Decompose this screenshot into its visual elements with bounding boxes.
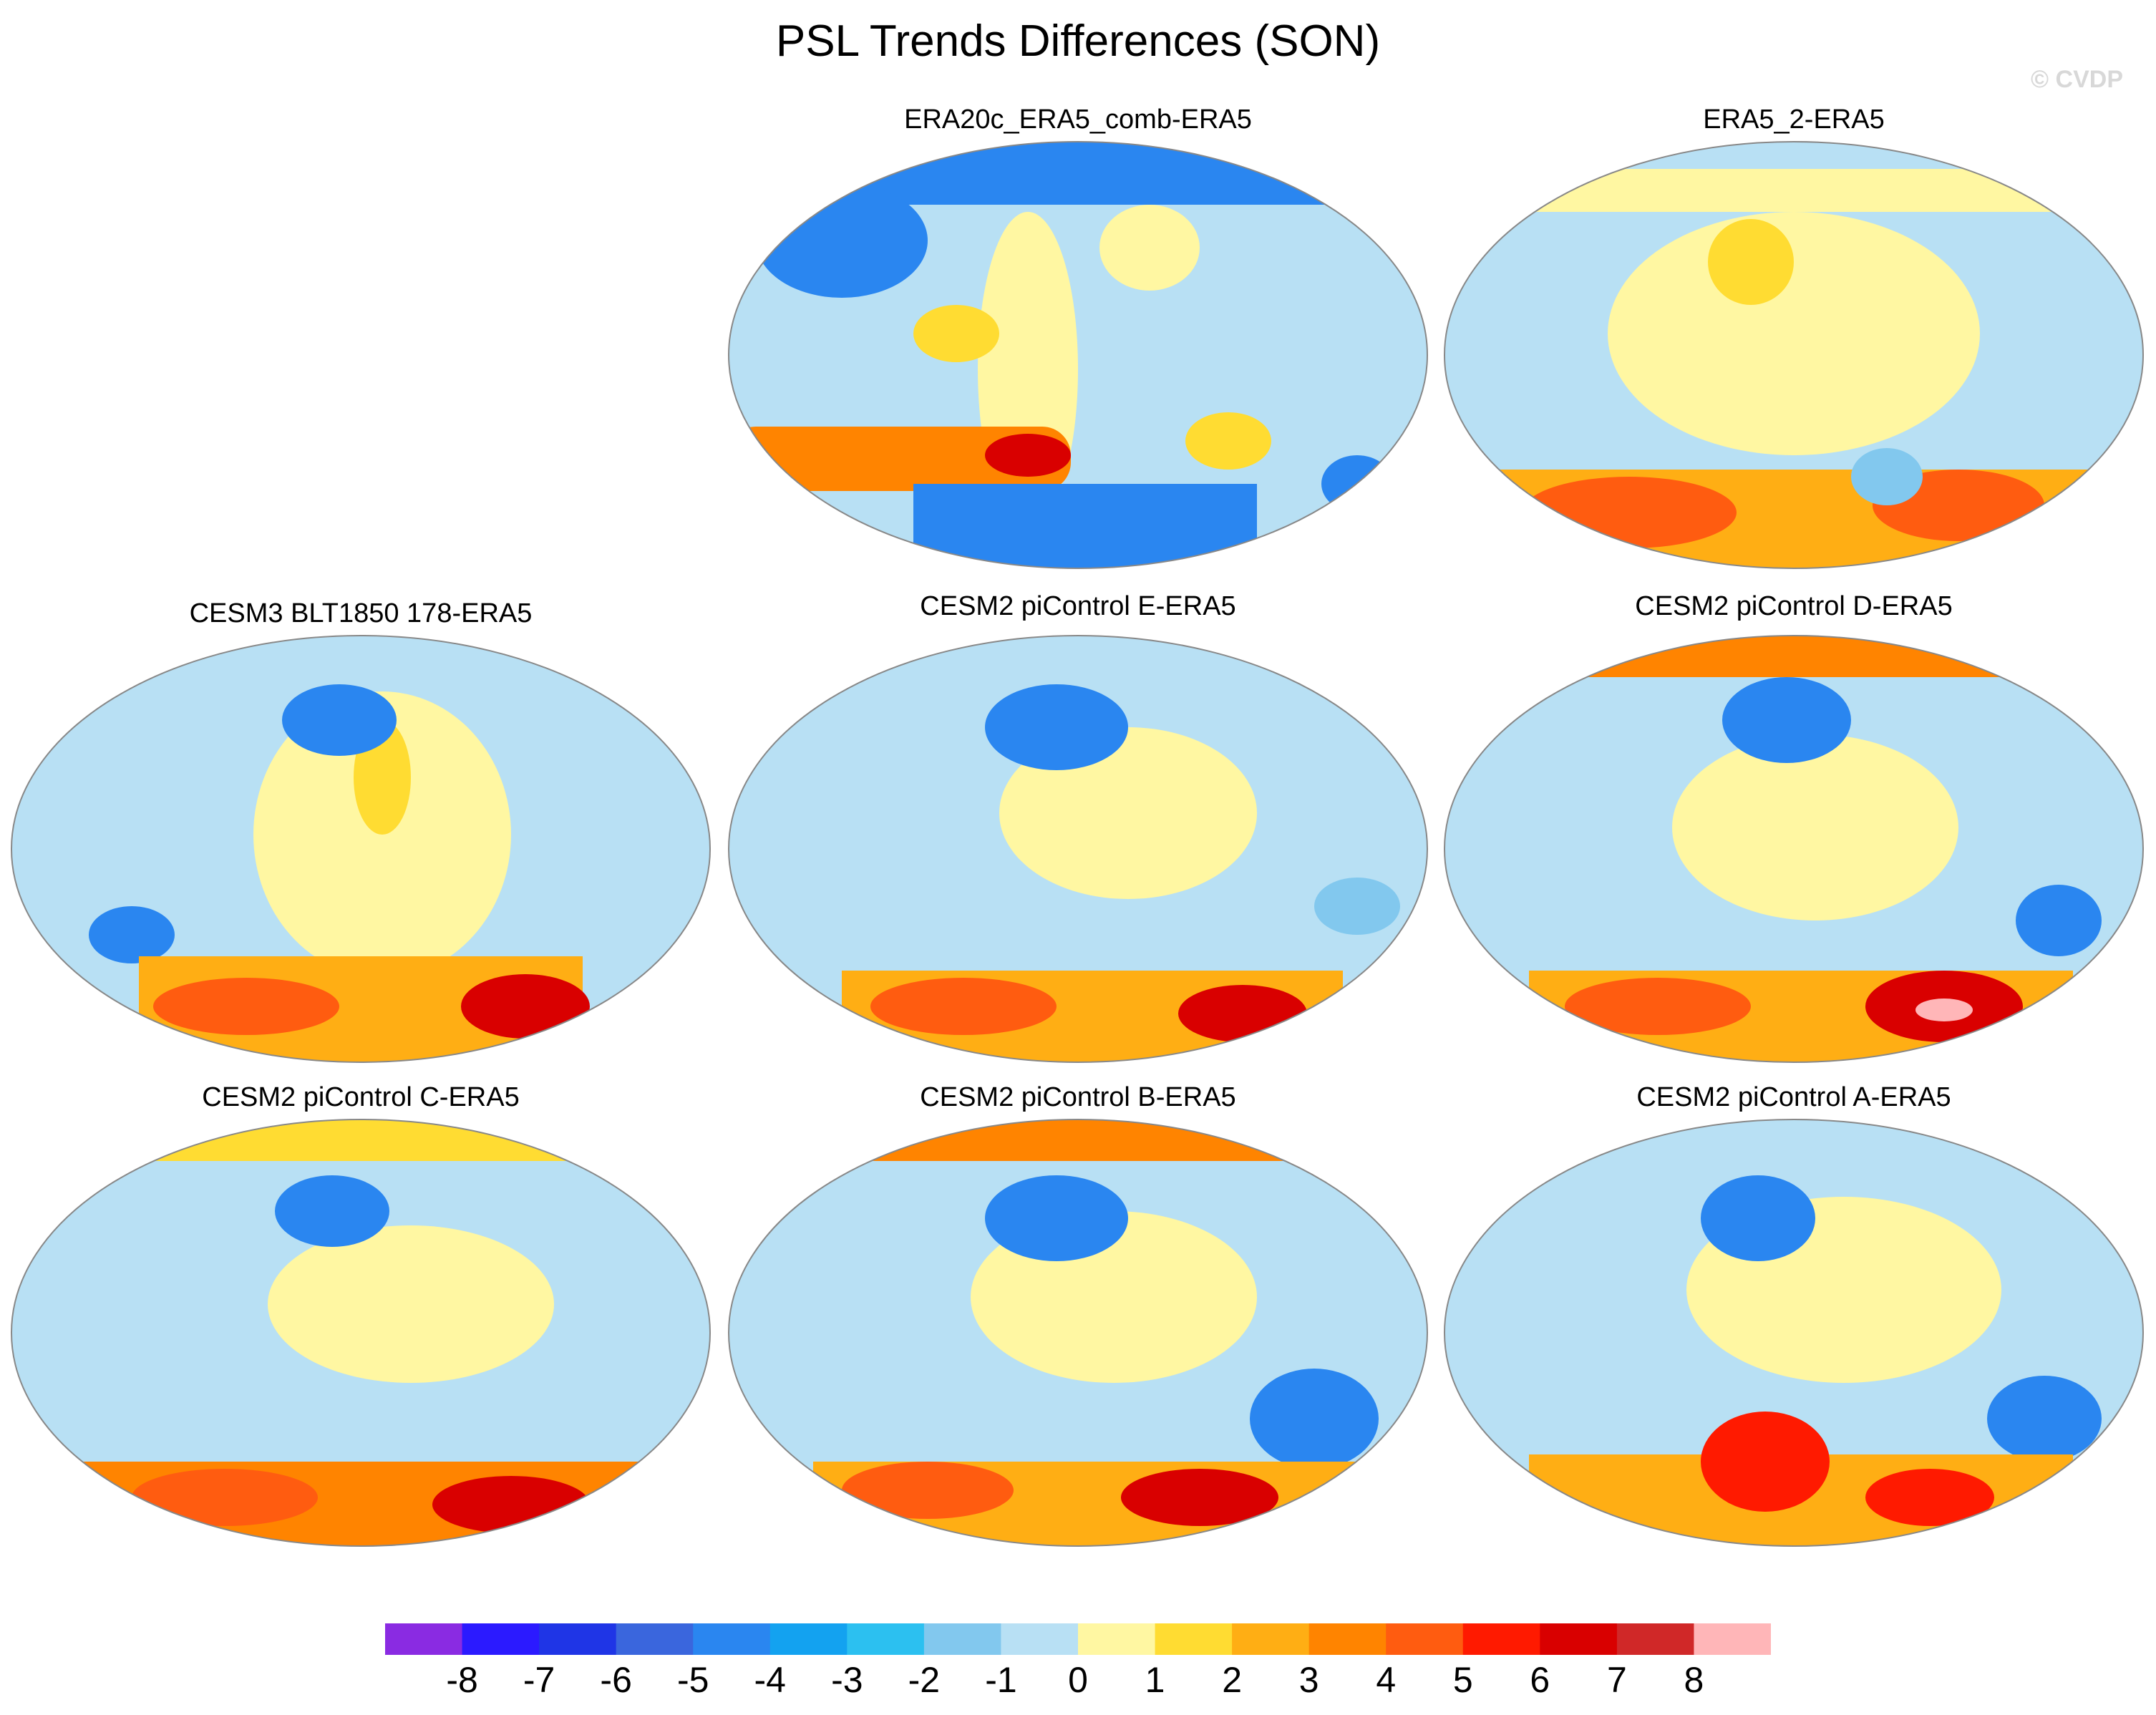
colorbar-box	[923, 1623, 1001, 1655]
panel-title-picontrol-e: CESM2 piControl E-ERA5	[920, 591, 1236, 621]
colorbar-tick-label: -1	[985, 1660, 1017, 1700]
colorbar-box	[1001, 1623, 1079, 1655]
panel-title-era5-2: ERA5_2-ERA5	[1703, 105, 1885, 135]
colorbar-box	[1540, 1623, 1618, 1655]
map-era20c	[727, 140, 1429, 570]
colorbar-tick-label: -8	[446, 1660, 478, 1700]
colorbar-tick-label: -5	[676, 1660, 709, 1700]
colorbar-box	[1694, 1623, 1771, 1655]
panel-title-picontrol-a: CESM2 piControl A-ERA5	[1636, 1082, 1951, 1112]
colorbar-tick-label: -3	[831, 1660, 863, 1700]
colorbar-tick-label: -4	[754, 1660, 786, 1700]
map-picontrol-e	[727, 634, 1429, 1064]
colorbar-tick-label: 6	[1530, 1660, 1550, 1700]
colorbar-tick-label: 2	[1222, 1660, 1243, 1700]
panel-title-era20c: ERA20c_ERA5_comb-ERA5	[904, 105, 1252, 135]
colorbar-tick-label: -6	[600, 1660, 632, 1700]
colorbar-tick-label: 8	[1684, 1660, 1704, 1700]
copyright-watermark: © CVDP	[2031, 66, 2123, 93]
colorbar-box	[1078, 1623, 1156, 1655]
colorbar-box	[693, 1623, 771, 1655]
map-picontrol-b	[727, 1118, 1429, 1548]
colorbar-box	[616, 1623, 694, 1655]
map-picontrol-d	[1443, 634, 2145, 1064]
map-cesm3	[10, 634, 712, 1064]
colorbar-box	[539, 1623, 617, 1655]
colorbar-box	[1308, 1623, 1387, 1655]
panel-title-cesm3: CESM3 BLT1850 178-ERA5	[189, 598, 533, 628]
map-era5-2	[1443, 140, 2145, 570]
panel-title-picontrol-b: CESM2 piControl B-ERA5	[920, 1082, 1236, 1112]
panel-title-picontrol-c: CESM2 piControl C-ERA5	[202, 1082, 520, 1112]
figure-title: PSL Trends Differences (SON)	[775, 16, 1381, 66]
colorbar-tick-label: 1	[1145, 1660, 1165, 1700]
colorbar-box	[847, 1623, 925, 1655]
colorbar-tick-label: 5	[1452, 1660, 1473, 1700]
colorbar-box	[1462, 1623, 1540, 1655]
map-picontrol-a	[1443, 1118, 2145, 1548]
colorbar-tick-label: 0	[1068, 1660, 1088, 1700]
colorbar-tick-label: 4	[1376, 1660, 1397, 1700]
colorbar-box	[385, 1623, 463, 1655]
colorbar-box	[462, 1623, 540, 1655]
colorbar-tick-label: -2	[908, 1660, 941, 1700]
colorbar-tick-label: 3	[1298, 1660, 1319, 1700]
colorbar-box	[1232, 1623, 1310, 1655]
colorbar-box	[1386, 1623, 1464, 1655]
colorbar-box	[1155, 1623, 1233, 1655]
colorbar-tick-label: -7	[523, 1660, 555, 1700]
colorbar-box	[769, 1623, 848, 1655]
colorbar	[385, 1623, 1771, 1655]
map-picontrol-c	[10, 1118, 712, 1548]
colorbar-tick-label: 7	[1606, 1660, 1627, 1700]
panel-title-picontrol-d: CESM2 piControl D-ERA5	[1635, 591, 1953, 621]
colorbar-box	[1616, 1623, 1694, 1655]
